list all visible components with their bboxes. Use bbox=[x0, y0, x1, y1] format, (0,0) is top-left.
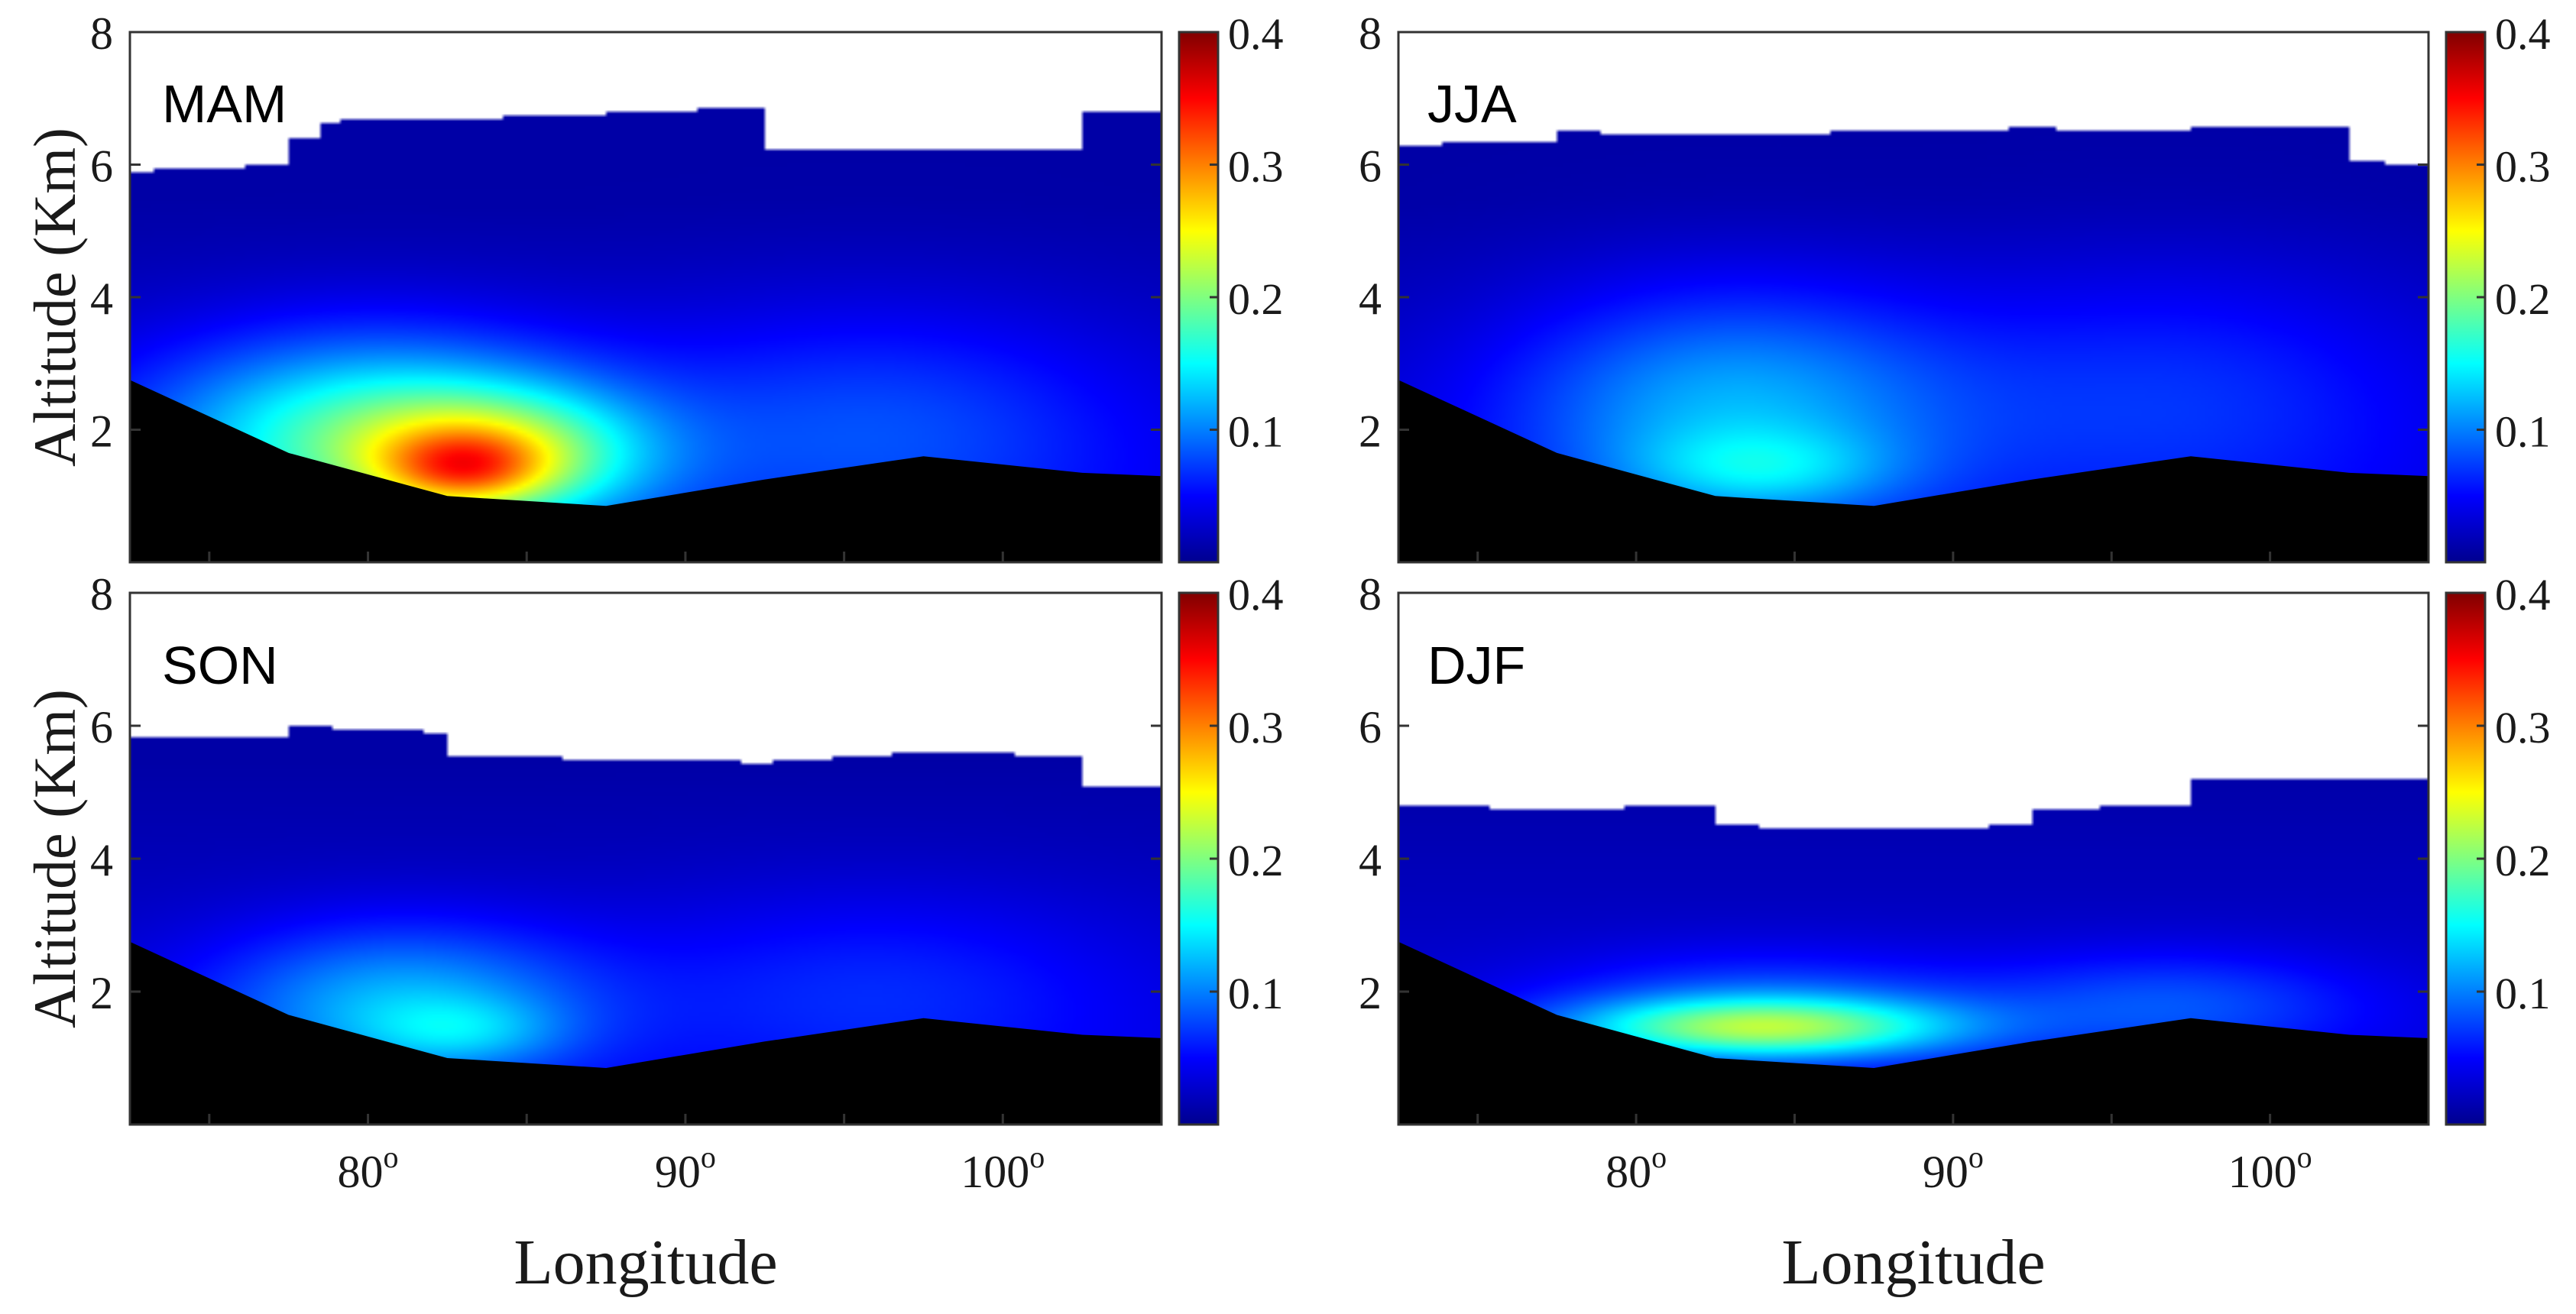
season-label: JJA bbox=[1427, 74, 1517, 134]
colorbar-tick-label: 0.2 bbox=[1228, 274, 1284, 324]
x-tick-label: 80o bbox=[338, 1140, 399, 1197]
y-axis: 2 4 6 8 bbox=[90, 569, 1162, 1018]
colorbar-ticks: 0.1 0.2 0.3 0.4 bbox=[1210, 9, 1284, 457]
y-tick-label: 2 bbox=[90, 406, 113, 457]
terrain-mask bbox=[1398, 941, 2429, 1125]
season-label: MAM bbox=[162, 74, 287, 134]
y-tick-label: 4 bbox=[1359, 835, 1382, 885]
terrain-mask bbox=[1398, 380, 2429, 562]
panel-son: 2 4 6 8 80o 90o 100o SON Altitude (Km) Longit… bbox=[21, 569, 1284, 1298]
panel-mam: 2 4 6 8 MAM Altitude (Km) 0.1 0.2 0.3 0.4 bbox=[21, 8, 1284, 564]
colorbar-tick-label: 0.2 bbox=[2495, 274, 2551, 324]
x-axis bbox=[1476, 552, 2272, 562]
x-axis bbox=[208, 552, 1004, 562]
colorbar-ticks: 0.1 0.2 0.3 0.4 bbox=[1210, 570, 1284, 1018]
x-tick-label: 100o bbox=[2228, 1140, 2312, 1197]
y-axis: 2 4 6 8 bbox=[1359, 569, 2429, 1018]
colorbar-tick-label: 0.3 bbox=[1228, 703, 1284, 752]
colorbar-tick-label: 0.2 bbox=[2495, 836, 2551, 885]
y-axis-label: Altitude (Km) bbox=[21, 128, 88, 467]
colorbar-tick-label: 0.4 bbox=[1228, 9, 1284, 59]
y-tick-label: 8 bbox=[1359, 569, 1382, 620]
y-tick-label: 6 bbox=[1359, 141, 1382, 192]
colorbar-tick-label: 0.1 bbox=[1228, 969, 1284, 1018]
colorbar-tick-label: 0.1 bbox=[2495, 407, 2551, 457]
colorbar-tick-label: 0.3 bbox=[2495, 703, 2551, 752]
terrain-mask bbox=[130, 380, 1162, 562]
y-tick-label: 2 bbox=[1359, 968, 1382, 1018]
y-tick-label: 2 bbox=[90, 968, 113, 1018]
colorbar-tick-label: 0.1 bbox=[1228, 407, 1284, 457]
y-axis: 2 4 6 8 bbox=[1359, 8, 2429, 457]
y-tick-label: 6 bbox=[90, 141, 113, 192]
x-tick-label: 80o bbox=[1606, 1140, 1667, 1197]
x-axis-label: Longitude bbox=[1781, 1227, 2045, 1298]
colorbar-tick-label: 0.3 bbox=[1228, 142, 1284, 192]
y-tick-label: 4 bbox=[1359, 273, 1382, 324]
y-axis: 2 4 6 8 bbox=[90, 8, 1162, 457]
y-tick-label: 8 bbox=[90, 8, 113, 59]
x-axis: 80o 90o 100o bbox=[208, 1114, 1045, 1197]
y-tick-label: 6 bbox=[90, 702, 113, 752]
colorbar-ticks: 0.1 0.2 0.3 0.4 bbox=[2477, 9, 2551, 457]
y-tick-label: 6 bbox=[1359, 702, 1382, 752]
y-tick-label: 2 bbox=[1359, 406, 1382, 457]
y-tick-label: 4 bbox=[90, 273, 113, 324]
x-tick-label: 90o bbox=[1923, 1140, 1984, 1197]
panel-jja: 2 4 6 8 JJA 0.1 0.2 0.3 0.4 bbox=[1359, 8, 2551, 564]
season-label: SON bbox=[162, 636, 278, 695]
colorbar-tick-label: 0.4 bbox=[2495, 9, 2551, 59]
terrain-mask bbox=[130, 941, 1162, 1125]
colorbar-tick-label: 0.1 bbox=[2495, 969, 2551, 1018]
colorbar-tick-label: 0.3 bbox=[2495, 142, 2551, 192]
y-axis-label: Altitude (Km) bbox=[21, 689, 88, 1028]
colorbar-ticks: 0.1 0.2 0.3 0.4 bbox=[2477, 570, 2551, 1018]
season-label: DJF bbox=[1427, 636, 1525, 695]
colorbar-tick-label: 0.4 bbox=[1228, 570, 1284, 620]
y-tick-label: 4 bbox=[90, 835, 113, 885]
x-tick-label: 100o bbox=[961, 1140, 1045, 1197]
y-tick-label: 8 bbox=[90, 569, 113, 620]
colorbar-tick-label: 0.2 bbox=[1228, 836, 1284, 885]
x-tick-label: 90o bbox=[655, 1140, 716, 1197]
x-axis: 80o 90o 100o bbox=[1476, 1114, 2312, 1197]
x-axis-label: Longitude bbox=[514, 1227, 777, 1298]
colorbar-tick-label: 0.4 bbox=[2495, 570, 2551, 620]
y-tick-label: 8 bbox=[1359, 8, 1382, 59]
